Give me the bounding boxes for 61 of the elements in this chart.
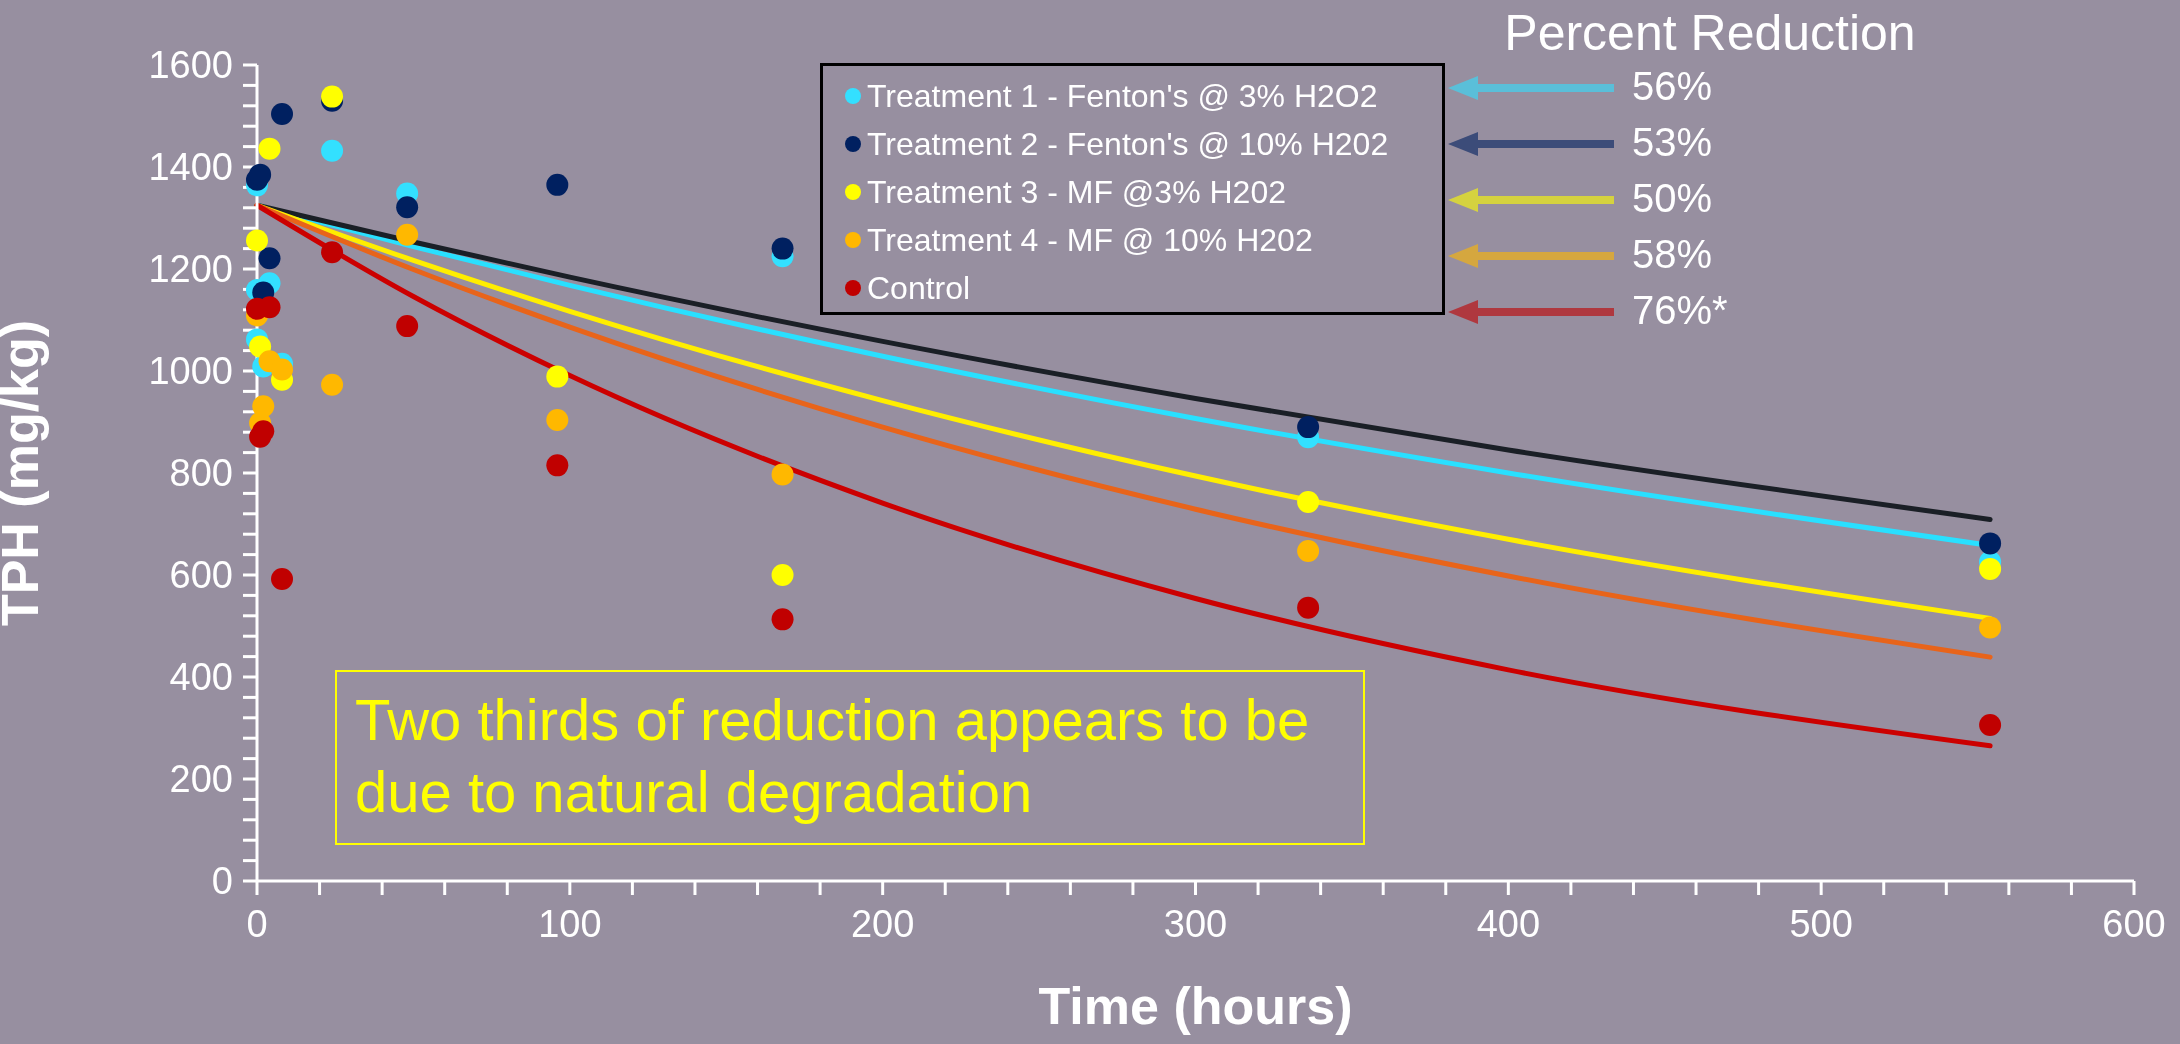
annotation: 50% — [1632, 176, 1713, 221]
annotation: 58% — [1632, 232, 1713, 277]
point — [271, 358, 294, 381]
point — [1297, 540, 1320, 563]
point — [546, 408, 569, 431]
x-tick-label: 300 — [1163, 903, 1228, 945]
point — [1297, 596, 1320, 619]
point — [1979, 532, 2002, 555]
y-tick-label: 0 — [211, 860, 233, 902]
legend-label: Treatment 4 - MF @ 10% H202 — [867, 221, 1313, 259]
x-tick-label: 400 — [1476, 903, 1541, 945]
point — [321, 139, 344, 162]
y-axis-title: TPH (mg/kg) — [0, 319, 50, 627]
point — [1979, 713, 2002, 736]
annotation: 56% — [1632, 64, 1713, 109]
point — [771, 608, 794, 631]
point — [396, 223, 419, 246]
y-tick-label: 1000 — [148, 350, 233, 392]
point — [321, 373, 344, 396]
y-tick-label: 1200 — [148, 248, 233, 290]
point — [249, 163, 272, 186]
point — [546, 454, 569, 477]
x-tick-label: 0 — [246, 903, 268, 945]
point — [1979, 557, 2002, 580]
legend-label: Treatment 3 - MF @3% H202 — [867, 173, 1286, 211]
point — [546, 173, 569, 196]
x-tick-label: 500 — [1789, 903, 1853, 945]
point — [246, 229, 268, 252]
y-tick-label: 1400 — [148, 146, 233, 188]
x-tick-label: 100 — [538, 903, 602, 945]
legend-label: Control — [867, 269, 971, 307]
x-tick-label: 600 — [2102, 903, 2166, 945]
point — [771, 564, 794, 586]
y-tick-label: 600 — [169, 554, 233, 596]
point — [1297, 491, 1320, 514]
legend-label: Treatment 2 - Fenton's @ 10% H202 — [867, 125, 1389, 163]
annotation: Two thirds of reduction appears to be due to natural degradation — [335, 670, 1365, 845]
point — [771, 463, 794, 486]
point — [771, 237, 794, 260]
point — [396, 315, 419, 338]
point — [258, 137, 281, 160]
point — [321, 241, 344, 264]
y-tick-label: 800 — [169, 452, 233, 494]
y-tick-label: 1600 — [148, 44, 233, 86]
point — [271, 102, 294, 125]
point — [396, 196, 419, 219]
point — [271, 568, 294, 591]
y-tick-label: 400 — [169, 656, 233, 698]
annotation: 76%* — [1632, 288, 1728, 333]
point — [252, 420, 275, 443]
point — [252, 395, 275, 418]
annotation: 53% — [1632, 120, 1713, 165]
x-axis-title: Time (hours) — [1038, 977, 1353, 1035]
point — [546, 365, 569, 388]
legend-label: Treatment 1 - Fenton's @ 3% H2O2 — [867, 77, 1378, 115]
point — [1979, 616, 2002, 639]
point — [1297, 416, 1320, 439]
point — [258, 247, 281, 270]
y-tick-label: 200 — [169, 758, 233, 800]
text: Percent Reduction — [1503, 4, 1917, 62]
x-tick-label: 200 — [850, 903, 915, 945]
